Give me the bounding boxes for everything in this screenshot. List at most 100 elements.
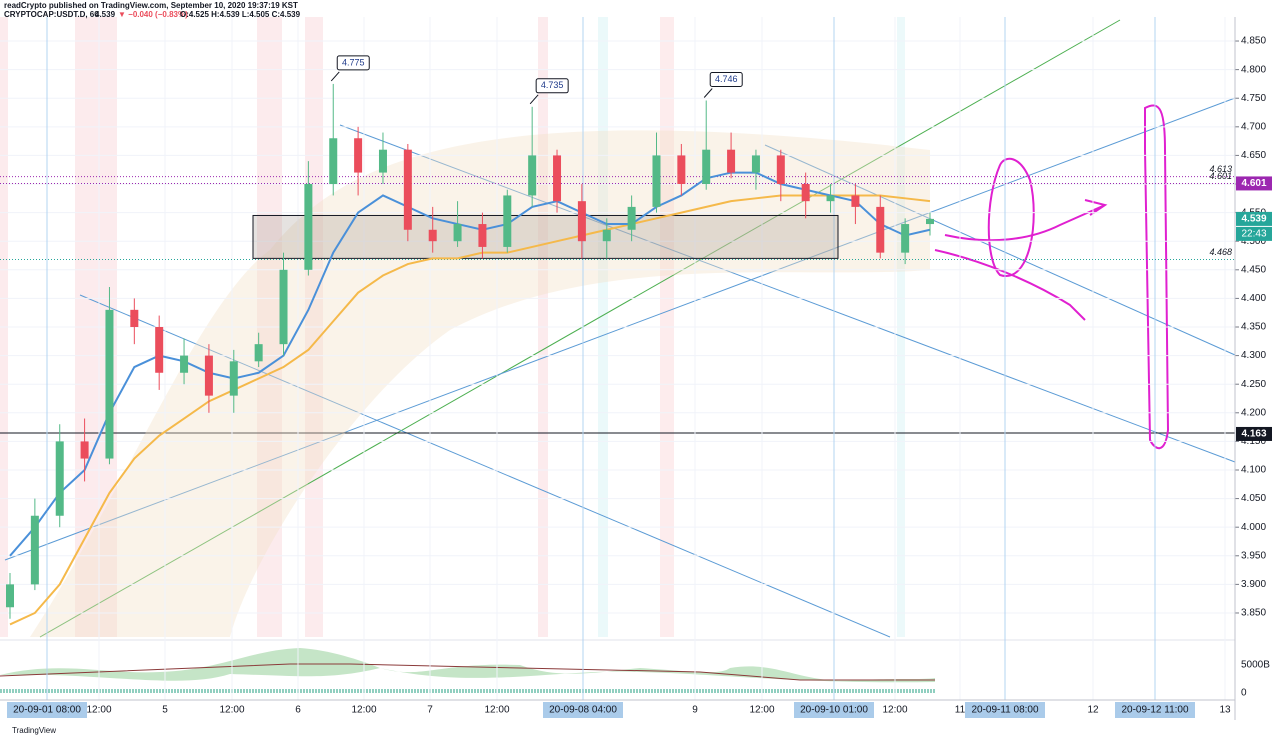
y-tick-label: 3.950 bbox=[1241, 550, 1266, 561]
candle-body bbox=[80, 441, 89, 459]
price-tag bbox=[1236, 176, 1272, 191]
candle-body bbox=[901, 224, 910, 253]
candle-body bbox=[254, 344, 263, 362]
candle-body bbox=[826, 195, 835, 202]
candle-body bbox=[702, 149, 711, 185]
y-tick-label: 4.750 bbox=[1241, 93, 1266, 104]
candle-body bbox=[627, 206, 636, 230]
y-tick-label: 4.500 bbox=[1241, 236, 1266, 247]
y-tick-label: 4.250 bbox=[1241, 379, 1266, 390]
symbol-line: CRYPTOCAP:USDT.D, 60 4.539 ▼ −0.040 (−0.… bbox=[4, 10, 301, 19]
x-tick-label: 6 bbox=[295, 705, 301, 716]
y-tick-label: 4.650 bbox=[1241, 150, 1266, 161]
candle-body bbox=[776, 155, 785, 185]
range-box bbox=[252, 214, 839, 259]
x-tick-label: 12 bbox=[1087, 705, 1099, 716]
callout-label: 4.746 bbox=[715, 74, 738, 84]
x-tick-label: 20-09-10 01:00 bbox=[800, 705, 868, 716]
y-tick-label: 4.850 bbox=[1241, 36, 1266, 47]
level-label: 4.601 bbox=[1209, 171, 1232, 181]
candle-body bbox=[851, 195, 860, 207]
candle-body bbox=[30, 515, 39, 585]
candle-body bbox=[329, 138, 338, 185]
x-tick-label: 20-09-12 11:00 bbox=[1121, 705, 1189, 716]
x-tick-label: 12:00 bbox=[351, 705, 376, 716]
candle-body bbox=[180, 355, 189, 373]
last-price: 4.539 bbox=[95, 10, 116, 19]
y-tick-label: 4.300 bbox=[1241, 350, 1266, 361]
candle-body bbox=[453, 224, 462, 242]
candle-body bbox=[677, 155, 686, 185]
price-tag bbox=[1236, 211, 1272, 226]
publisher: readCrypto published on TradingView.com,… bbox=[4, 1, 298, 10]
x-tick-label: 12:00 bbox=[86, 705, 111, 716]
level-label: 4.468 bbox=[1209, 247, 1232, 257]
y-tick-label: 4.200 bbox=[1241, 407, 1266, 418]
y-tick-label: 4.050 bbox=[1241, 493, 1266, 504]
footer-brand: TradingView bbox=[12, 726, 56, 735]
y-tick-label: 3.900 bbox=[1241, 579, 1266, 590]
y-tick-label: 4.350 bbox=[1241, 322, 1266, 333]
y-tick-label: 3.850 bbox=[1241, 608, 1266, 619]
candle-body bbox=[378, 149, 387, 173]
candle-body bbox=[130, 309, 139, 328]
y-tick-label: 4.450 bbox=[1241, 264, 1266, 275]
x-tick-label: 9 bbox=[692, 705, 698, 716]
candle-body bbox=[55, 441, 64, 516]
callout-label: 4.775 bbox=[342, 57, 365, 67]
candle-body bbox=[155, 327, 164, 373]
time-highlight bbox=[7, 702, 87, 718]
callout-box bbox=[336, 55, 370, 71]
volume-tick-label: 0 bbox=[1241, 688, 1247, 699]
x-tick-label: 11 bbox=[955, 705, 966, 716]
level-label: 4.613 bbox=[1209, 164, 1232, 174]
x-tick-label: 5 bbox=[162, 705, 168, 716]
callout-pointer bbox=[330, 71, 340, 82]
moving-average bbox=[9, 194, 931, 626]
candle-body bbox=[751, 155, 760, 173]
footer-bar bbox=[0, 724, 1280, 740]
y-tick-label: 4.150 bbox=[1241, 436, 1266, 447]
x-tick-label: 12:00 bbox=[484, 705, 509, 716]
candle-body bbox=[229, 361, 238, 396]
candle-body bbox=[403, 149, 412, 230]
callout-label: 4.735 bbox=[541, 80, 564, 90]
x-tick-label: 20-09-08 04:00 bbox=[549, 705, 617, 716]
y-tick-label: 4.000 bbox=[1241, 522, 1266, 533]
candle-body bbox=[503, 195, 512, 247]
price-tag-label: 4.163 bbox=[1241, 429, 1266, 440]
candle-body bbox=[602, 229, 611, 242]
x-tick-label: 13 bbox=[1219, 705, 1231, 716]
change: ▼ −0.040 (−0.83%) bbox=[118, 10, 188, 19]
callout-pointer bbox=[703, 88, 713, 98]
candle-body bbox=[6, 584, 14, 608]
price-tag bbox=[1236, 426, 1272, 441]
price-tag-label: 4.601 bbox=[1241, 178, 1266, 189]
candle-body bbox=[428, 229, 437, 242]
y-tick-label: 4.800 bbox=[1241, 64, 1266, 75]
candle-body bbox=[478, 224, 487, 247]
candle-body bbox=[304, 184, 313, 270]
ohlc: O:4.525 H:4.539 L:4.505 C:4.539 bbox=[180, 10, 301, 19]
candle-body bbox=[876, 206, 885, 253]
x-tick-label: 20-09-11 08:00 bbox=[971, 705, 1039, 716]
candle-body bbox=[652, 155, 661, 207]
candle-body bbox=[528, 155, 537, 196]
x-tick-label: 12:00 bbox=[749, 705, 774, 716]
price-tag-label: 4.539 bbox=[1241, 214, 1266, 225]
callout-pointer bbox=[529, 94, 539, 105]
moving-average bbox=[9, 171, 931, 557]
countdown-label: 22:43 bbox=[1241, 229, 1266, 240]
x-tick-label: 12:00 bbox=[219, 705, 244, 716]
candle-body bbox=[553, 155, 562, 202]
volume-pane bbox=[0, 639, 1235, 693]
callout-box bbox=[535, 78, 569, 94]
time-highlight bbox=[543, 702, 623, 718]
volume-tick-label: 5000B bbox=[1241, 660, 1270, 671]
trend-lines bbox=[0, 19, 1236, 638]
countdown-tag bbox=[1236, 226, 1272, 241]
y-tick-label: 4.700 bbox=[1241, 121, 1266, 132]
cloud bbox=[30, 130, 930, 637]
